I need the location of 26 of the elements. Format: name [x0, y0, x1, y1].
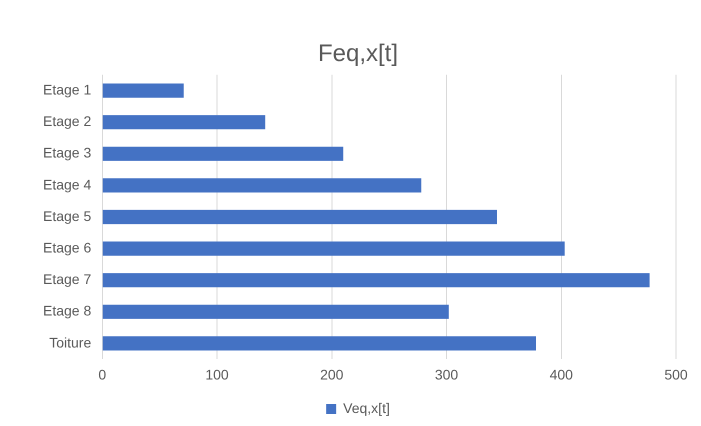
x-tick-label: 500 — [664, 366, 688, 382]
y-tick-label: Toiture — [49, 334, 92, 350]
x-tick-label: 200 — [320, 366, 344, 382]
y-tick-label: Etage 2 — [42, 113, 92, 130]
bar — [102, 210, 497, 224]
bar — [102, 83, 184, 98]
y-tick-label: Etage 3 — [42, 144, 92, 161]
y-tick-label: Etage 5 — [42, 208, 92, 224]
y-tick-label: Etage 4 — [42, 176, 92, 192]
chart-title: Feq,x[t] — [318, 40, 398, 68]
y-tick-label: Etage 6 — [42, 239, 92, 256]
y-tick-label: Etage 1 — [42, 81, 92, 98]
x-tick-label: 100 — [205, 366, 229, 382]
bar — [102, 115, 266, 130]
x-tick-label: 0 — [98, 366, 106, 382]
bar — [102, 336, 536, 351]
y-tick-label: Etage 7 — [42, 271, 92, 288]
bar — [102, 273, 650, 288]
bar — [102, 241, 565, 256]
x-tick-label: 300 — [434, 366, 458, 382]
x-tick-label: 400 — [550, 366, 574, 382]
y-tick-label: Etage 8 — [42, 302, 92, 319]
legend-label: Veq,x[t] — [343, 400, 390, 416]
bar — [102, 178, 422, 193]
bar — [102, 304, 449, 319]
bar — [102, 146, 344, 161]
